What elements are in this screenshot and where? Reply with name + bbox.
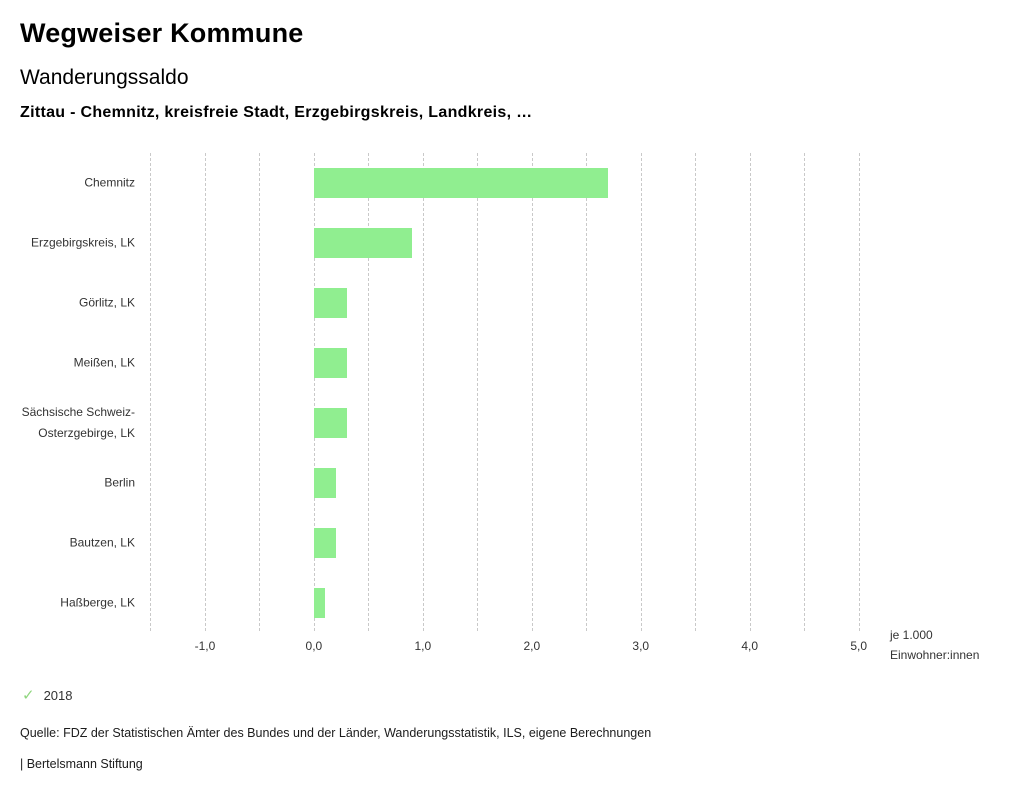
gridline bbox=[640, 153, 642, 631]
category-label: Haßberge, LK bbox=[60, 595, 135, 610]
page-title: Wegweiser Kommune bbox=[20, 18, 304, 48]
bar-erzgebirgskreis-lk[interactable] bbox=[313, 228, 412, 258]
bar-haßberge-lk[interactable] bbox=[313, 588, 325, 618]
bar-sächsische-schweiz-osterzgebirge-lk[interactable] bbox=[313, 408, 347, 438]
bar-berlin[interactable] bbox=[313, 468, 336, 498]
legend-item-2018[interactable]: ✓ 2018 bbox=[22, 686, 73, 704]
x-tick-label: -1,0 bbox=[194, 639, 216, 653]
category-label: Erzgebirgskreis, LK bbox=[30, 235, 135, 250]
plot-area: -1,0 0,0 1,0 2,0 3,0 4,0 5,0 bbox=[145, 153, 875, 653]
category-label: Meißen, LK bbox=[73, 355, 135, 370]
x-tick-label: 1,0 bbox=[414, 639, 432, 653]
gridline bbox=[749, 153, 751, 631]
x-tick-label: 0,0 bbox=[305, 639, 323, 653]
x-axis-unit-line1: je 1.000 bbox=[890, 628, 933, 642]
gridline bbox=[422, 153, 424, 631]
x-tick-label: 4,0 bbox=[741, 639, 759, 653]
category-label: Chemnitz bbox=[84, 175, 135, 190]
x-axis-unit-line2: Einwohner:innen bbox=[890, 648, 980, 663]
gridline bbox=[204, 153, 206, 631]
source-note: Quelle: FDZ der Statistischen Ämter des … bbox=[20, 726, 652, 740]
gridline bbox=[804, 153, 806, 631]
gridline bbox=[259, 153, 261, 631]
category-label: Görlitz, LK bbox=[78, 295, 135, 310]
category-label: Bautzen, LK bbox=[69, 535, 135, 550]
bar-chart: -1,0 0,0 1,0 2,0 3,0 4,0 5,0 je 1.000 Einwohne… bbox=[0, 153, 1024, 683]
region-selection: Zittau - Chemnitz, kreisfreie Stadt, Erz… bbox=[20, 104, 533, 121]
x-tick-label: 2,0 bbox=[523, 639, 541, 653]
x-tick-label: 5,0 bbox=[850, 639, 867, 653]
x-axis-unit-label: je 1.000 Einwohner:innen bbox=[890, 625, 979, 666]
bar-bautzen-lk[interactable] bbox=[313, 528, 336, 558]
bar-chemnitz[interactable] bbox=[313, 168, 609, 198]
gridline bbox=[531, 153, 533, 631]
indicator-title: Wanderungssaldo bbox=[20, 66, 189, 89]
checkmark-icon: ✓ bbox=[22, 687, 35, 704]
x-tick-label: 3,0 bbox=[632, 639, 650, 653]
gridline bbox=[586, 153, 588, 631]
gridline bbox=[695, 153, 697, 631]
category-label: Berlin bbox=[104, 475, 135, 490]
legend-label: 2018 bbox=[43, 687, 73, 703]
gridline bbox=[368, 153, 370, 631]
bar-meißen-lk[interactable] bbox=[313, 348, 347, 378]
gridline bbox=[313, 153, 315, 631]
gridline bbox=[858, 153, 860, 631]
branding-note: | Bertelsmann Stiftung bbox=[20, 757, 143, 771]
gridline bbox=[150, 153, 152, 631]
category-label: Sächsische Schweiz-Osterzgebirge, LK bbox=[21, 405, 135, 440]
gridline bbox=[477, 153, 479, 631]
bar-görlitz-lk[interactable] bbox=[313, 288, 347, 318]
